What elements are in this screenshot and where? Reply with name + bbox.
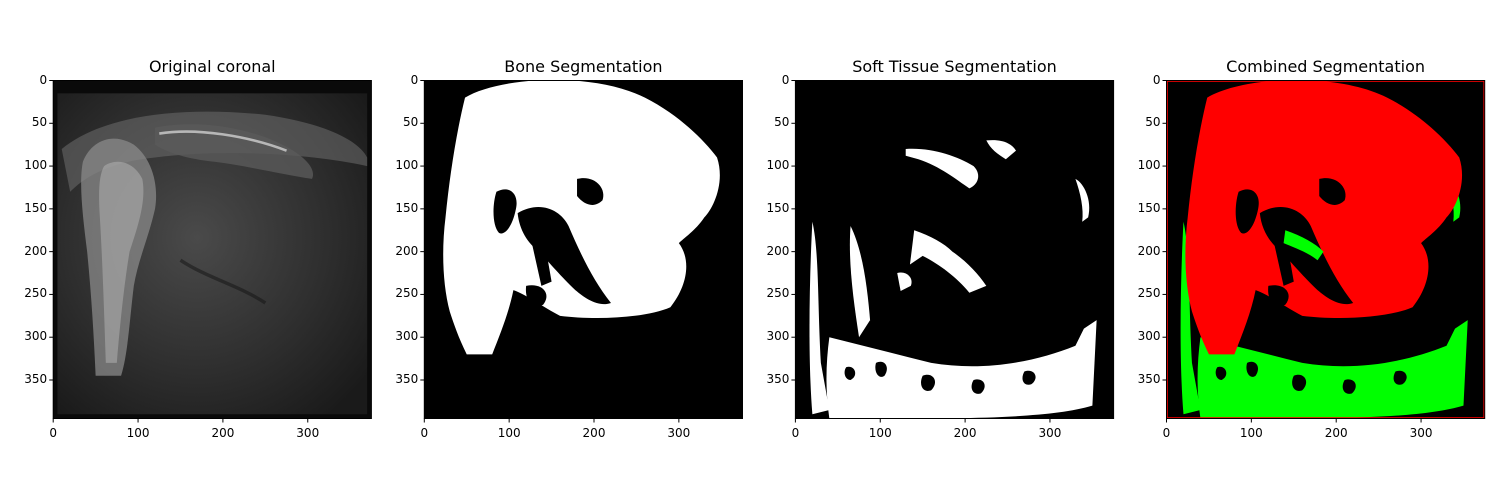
- y-tick-label: 50: [1145, 115, 1161, 130]
- y-tick-label: 150: [766, 200, 790, 215]
- x-tick-label: 100: [497, 425, 521, 440]
- y-tick-label: 0: [1152, 72, 1161, 87]
- y-tick-label: 150: [24, 200, 48, 215]
- y-tick-label: 100: [1137, 158, 1161, 173]
- x-tick-label: 300: [1038, 425, 1062, 440]
- y-tick-label: 250: [1137, 286, 1161, 301]
- y-tick-label: 350: [766, 371, 790, 386]
- y-tick-label: 0: [39, 72, 48, 87]
- y-tick-label: 50: [403, 115, 419, 130]
- x-tick-label: 0: [420, 425, 429, 440]
- y-tick-label: 0: [781, 72, 790, 87]
- y-tick-label: 200: [766, 243, 790, 258]
- y-tick-label: 200: [1137, 243, 1161, 258]
- panel-title: Combined Segmentation: [1226, 57, 1425, 76]
- panel-title: Soft Tissue Segmentation: [852, 57, 1057, 76]
- x-tick-label: 300: [1409, 425, 1433, 440]
- y-tick-label: 50: [31, 115, 48, 130]
- x-tick-label: 0: [49, 425, 57, 440]
- y-tick-label: 100: [766, 158, 790, 173]
- y-tick-label: 250: [766, 286, 790, 301]
- panel-title: Original coronal: [148, 57, 276, 76]
- y-tick-label: 350: [395, 371, 419, 386]
- y-tick-label: 350: [1137, 371, 1161, 386]
- x-tick-label: 0: [791, 425, 800, 440]
- y-tick-label: 100: [395, 158, 419, 173]
- y-tick-label: 250: [24, 286, 48, 301]
- y-tick-label: 100: [24, 158, 48, 173]
- y-tick-label: 300: [24, 329, 48, 344]
- x-tick-label: 200: [1324, 425, 1348, 440]
- y-tick-label: 250: [395, 286, 419, 301]
- panel-title: Bone Segmentation: [504, 57, 663, 76]
- y-tick-label: 0: [410, 72, 419, 87]
- x-tick-label: 300: [667, 425, 691, 440]
- y-tick-label: 150: [1137, 200, 1161, 215]
- y-tick-label: 300: [766, 329, 790, 344]
- y-tick-label: 50: [774, 115, 790, 130]
- y-tick-label: 150: [395, 200, 419, 215]
- x-tick-label: 200: [211, 425, 235, 440]
- x-tick-label: 200: [582, 425, 606, 440]
- x-tick-label: 200: [953, 425, 977, 440]
- x-tick-label: 300: [296, 425, 320, 440]
- x-tick-label: 0: [1162, 425, 1171, 440]
- x-tick-label: 100: [126, 425, 150, 440]
- y-tick-label: 200: [24, 243, 48, 258]
- x-tick-label: 100: [868, 425, 892, 440]
- x-tick-label: 100: [1239, 425, 1263, 440]
- y-tick-label: 300: [395, 329, 419, 344]
- y-tick-label: 200: [395, 243, 419, 258]
- y-tick-label: 300: [1137, 329, 1161, 344]
- y-tick-label: 350: [24, 371, 48, 386]
